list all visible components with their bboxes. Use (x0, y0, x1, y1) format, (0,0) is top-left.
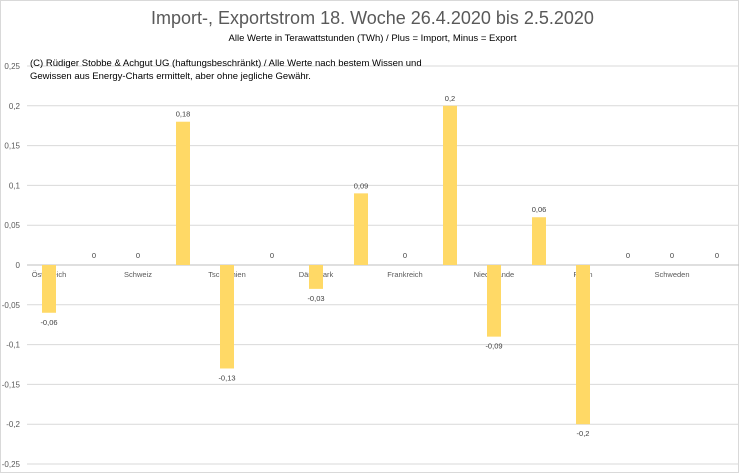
y-tick-label: -0,25 (2, 460, 21, 469)
bar-export (576, 265, 590, 425)
data-label: 0,09 (354, 181, 369, 190)
data-label: 0 (92, 251, 96, 260)
y-tick-label: -0,05 (2, 301, 21, 310)
bar-import (443, 105, 457, 265)
data-label: -0,09 (485, 342, 502, 351)
bar-export (42, 265, 56, 313)
data-label: -0,03 (307, 294, 324, 303)
y-tick-label: 0,05 (4, 221, 20, 230)
data-label: 0,2 (445, 94, 455, 103)
data-label: 0 (626, 251, 630, 260)
y-tick-label: -0,15 (2, 380, 21, 389)
bar-import (176, 121, 190, 265)
data-label: 0 (670, 251, 674, 260)
y-tick-label: 0,1 (9, 181, 21, 190)
bar-export (309, 265, 323, 289)
data-label: 0 (715, 251, 719, 260)
bar-import (354, 193, 368, 265)
y-tick-label: 0 (16, 261, 21, 270)
data-label: -0,2 (577, 429, 590, 438)
data-label: 0 (136, 251, 140, 260)
bar-export (220, 265, 234, 369)
y-tick-label: -0,1 (6, 341, 20, 350)
bar-import (532, 217, 546, 265)
y-tick-label: 0,2 (9, 102, 21, 111)
y-tick-label: 0,25 (4, 62, 20, 71)
y-tick-label: -0,2 (6, 420, 20, 429)
data-label: 0,18 (176, 110, 191, 119)
x-category-label: Frankreich (387, 270, 422, 279)
data-label: -0,06 (40, 318, 57, 327)
copyright-note: (C) Rüdiger Stobbe & Achgut UG (haftungs… (30, 58, 422, 82)
chart-title: Import-, Exportstrom 18. Woche 26.4.2020… (151, 8, 594, 28)
y-tick-label: 0,15 (4, 142, 20, 151)
data-label: 0 (403, 251, 407, 260)
chart-subtitle: Alle Werte in Terawattstunden (TWh) / Pl… (228, 33, 517, 44)
x-category-label: Schweden (654, 270, 689, 279)
data-label: 0 (270, 251, 274, 260)
bar-export (487, 265, 501, 337)
data-label: -0,13 (218, 373, 235, 382)
data-label: 0,06 (532, 205, 547, 214)
x-category-label: Schweiz (124, 270, 152, 279)
